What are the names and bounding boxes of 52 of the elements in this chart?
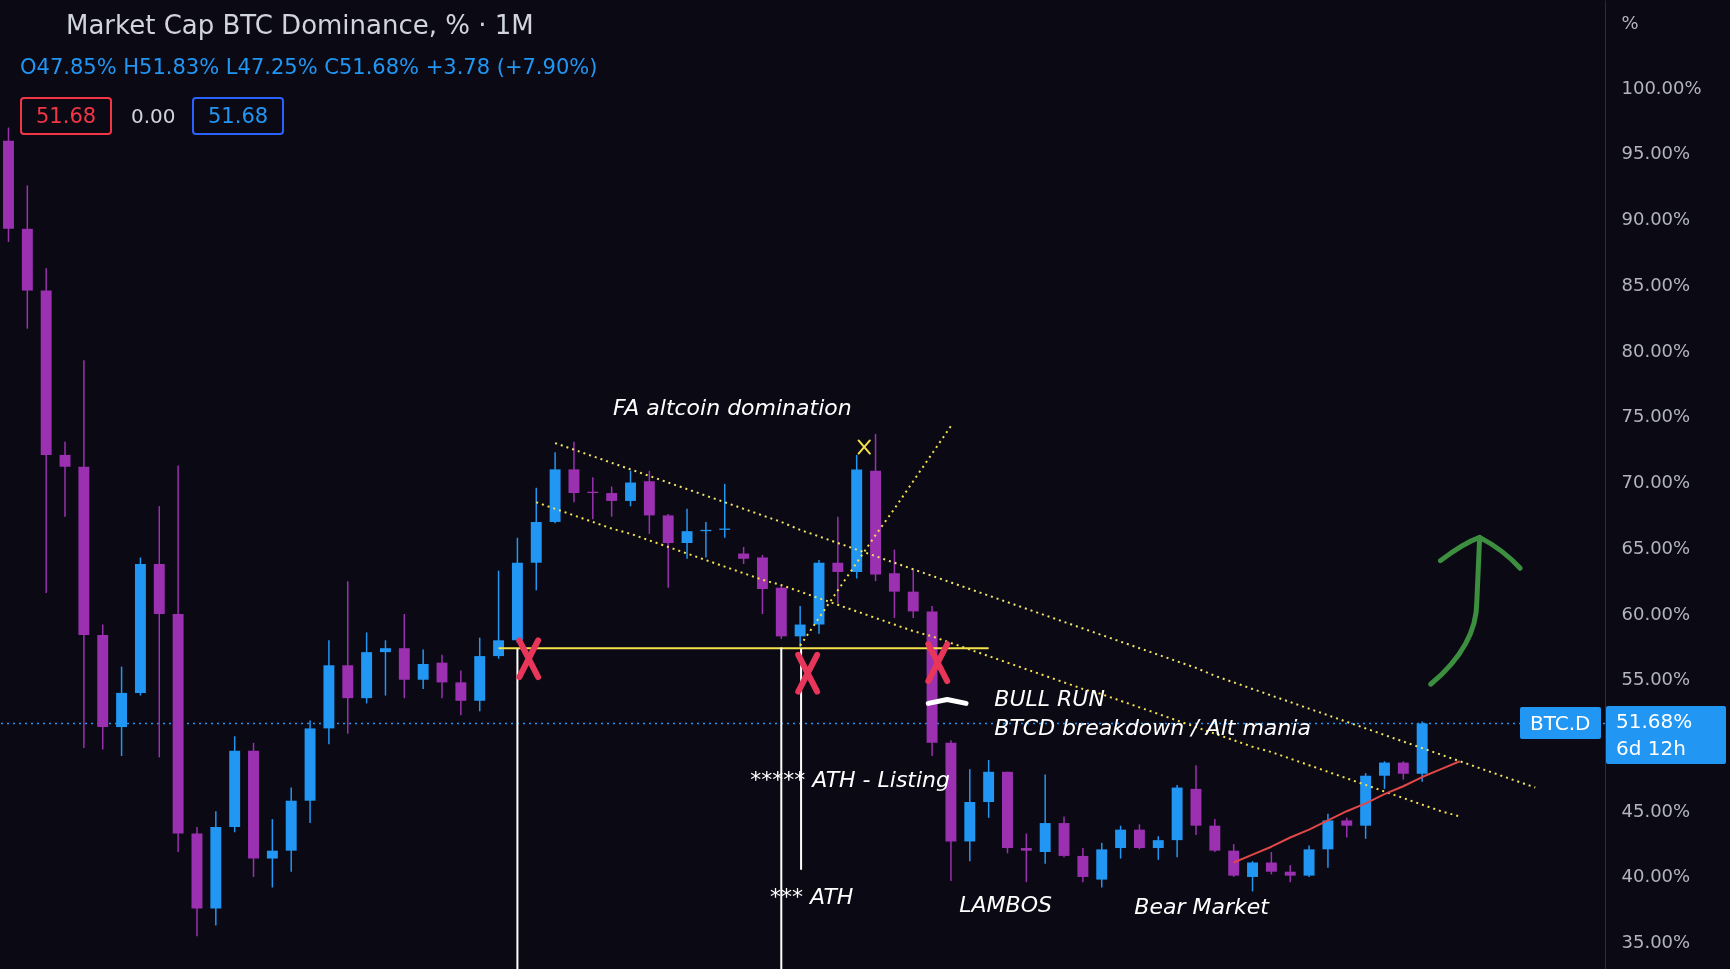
annotation: 51.68 <box>192 97 285 135</box>
candlestick <box>380 639 391 697</box>
y-tick-label: 85.00% <box>1621 273 1691 295</box>
candlestick <box>493 569 505 660</box>
y-tick-label: 95.00% <box>1621 142 1691 164</box>
y-tick-label: 90.00% <box>1621 208 1691 230</box>
y-tick-label: 45.00% <box>1621 799 1691 821</box>
candlestick <box>1077 847 1089 883</box>
y-tick-label: 80.00% <box>1621 339 1691 361</box>
y-tick-label: 35.00% <box>1621 931 1691 953</box>
candlestick <box>907 568 919 619</box>
candlestick <box>794 605 806 648</box>
annotation: 51.68 <box>20 97 113 135</box>
candlestick <box>888 548 900 619</box>
y-axis-title: % <box>1621 11 1639 33</box>
annotation: BULL RUN <box>994 686 1105 712</box>
text: 6d 12h <box>1616 736 1686 761</box>
candlestick <box>681 508 693 560</box>
candlestick <box>1284 864 1296 883</box>
annotation: Bear Market <box>1134 894 1271 920</box>
candlestick <box>266 818 278 889</box>
ref-line-label: BTC.D <box>1520 707 1601 740</box>
text: 51.68% <box>1616 709 1693 734</box>
annotation: LAMBOS <box>959 891 1052 917</box>
text: O47.85% H51.83% L47.25% C51.68% +3.78 (+7.90%) <box>20 55 598 79</box>
candlestick <box>455 669 467 716</box>
candlestick <box>1379 760 1390 790</box>
candlestick <box>625 469 636 507</box>
annotation: FA altcoin domination <box>612 395 852 421</box>
candlestick <box>1133 823 1145 851</box>
candlestick <box>832 515 844 605</box>
candlestick <box>1247 860 1258 893</box>
y-tick-label: 75.00% <box>1621 405 1691 427</box>
y-tick-label: 55.00% <box>1621 668 1691 690</box>
y-tick-label: 60.00% <box>1621 602 1691 624</box>
candlestick <box>1397 760 1409 781</box>
y-tick-label: 40.00% <box>1621 865 1691 887</box>
y-tick-label: 65.00% <box>1621 536 1691 558</box>
y-tick-label: 70.00% <box>1621 471 1691 493</box>
candlestick <box>1265 851 1277 876</box>
candlestick <box>417 648 429 690</box>
candlestick <box>1115 824 1127 860</box>
candlestick <box>606 485 618 518</box>
candlestick <box>59 441 71 518</box>
candlestick <box>1152 835 1164 861</box>
annotation: BTCD breakdown / Alt mania <box>994 715 1311 741</box>
candlestick <box>1341 817 1353 839</box>
annotation: 0.00 <box>131 104 176 128</box>
chart-title: Market Cap BTC Dominance, % · 1M <box>66 10 534 40</box>
y-tick-label: 100.00% <box>1621 76 1702 98</box>
candlestick <box>1020 832 1032 883</box>
candlestick <box>568 441 580 503</box>
